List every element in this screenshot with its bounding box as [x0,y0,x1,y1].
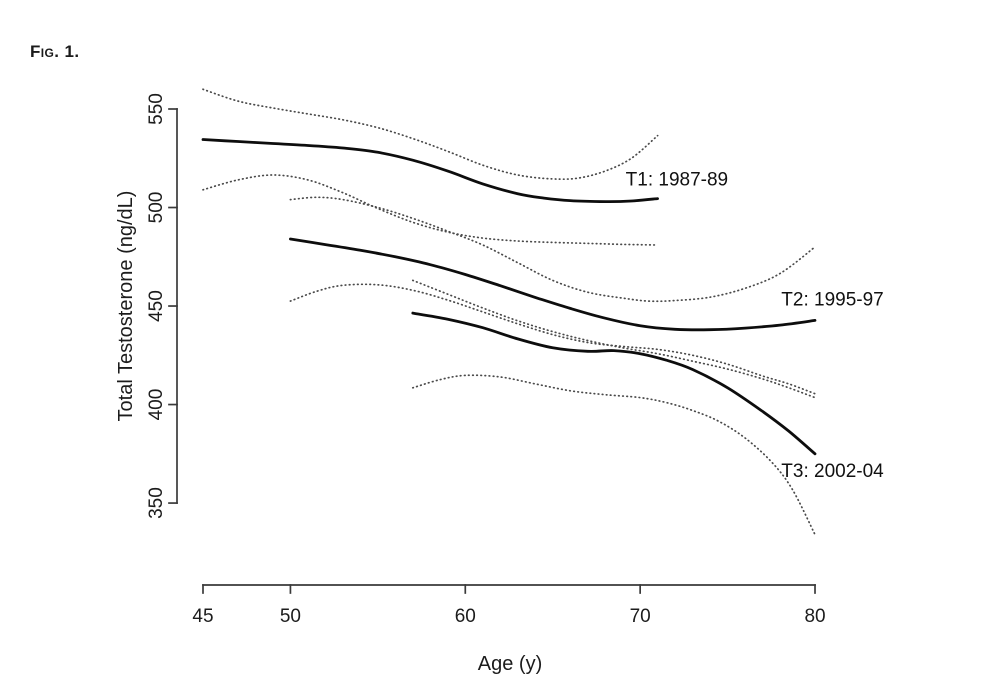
lower-band-line-t1 [202,174,659,246]
x-tick-label: 70 [630,606,651,627]
lower-band-line-t3 [411,374,816,536]
upper-band-line-t3 [411,279,816,399]
axes [168,108,816,594]
x-tick-label: 50 [280,606,301,627]
series-label-t2: T2: 1995-97 [781,290,883,311]
confidence-bands [202,88,816,536]
y-axis-title: Total Testosterone (ng/dL) [115,191,137,422]
y-tick-label: 400 [146,389,167,421]
mean-line-t1 [201,138,659,204]
mean-line-t3 [411,311,817,456]
figure-label: Fig. 1. [30,42,80,61]
tick-labels: 550 500 450 400 350 45 50 60 70 80 [146,93,826,627]
x-axis-title: Age (y) [478,653,542,675]
y-tick-label: 550 [146,93,167,125]
x-tick-label: 45 [192,606,213,627]
y-tick-label: 500 [146,192,167,224]
y-tick-label: 450 [146,290,167,322]
y-tick-label: 350 [146,487,167,519]
x-tick-label: 60 [455,606,476,627]
series-label-t3: T3: 2002-04 [781,461,884,482]
mean-lines [201,138,817,456]
upper-band-line-t2 [289,196,816,303]
mean-line-t2 [289,237,817,332]
upper-band-line-t1 [202,88,659,181]
series-label-t1: T1: 1987-89 [626,169,728,190]
x-tick-label: 80 [804,606,825,627]
lower-band-line-t2 [289,283,816,395]
